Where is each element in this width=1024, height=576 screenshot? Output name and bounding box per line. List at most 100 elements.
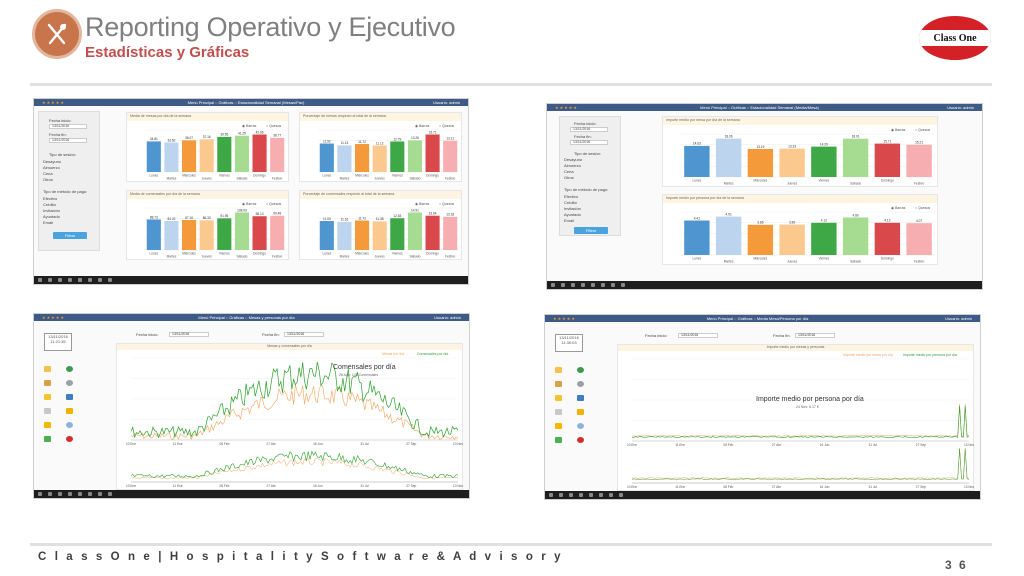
app-menu-bar: ★★★★★ Menú Principal :: Gráficas :: Esta… (547, 104, 982, 111)
pago-checkbox[interactable]: Ayuntado (43, 214, 60, 219)
globe-icon[interactable] (577, 423, 584, 429)
fecha-fin-field[interactable]: 13/11/2016 (570, 140, 608, 145)
date-tick-label: 27 Sep (406, 484, 416, 488)
card-icon[interactable] (66, 408, 73, 414)
chart-card-title: Porcentaje de comensales respecto al tot… (300, 191, 461, 199)
pago-checkbox[interactable]: Ayuntado (564, 212, 581, 217)
bar (270, 137, 285, 172)
back-arrow-icon[interactable] (555, 437, 562, 443)
globe-icon[interactable] (66, 422, 73, 428)
power-icon[interactable] (577, 437, 584, 443)
chart-icon[interactable] (577, 395, 584, 401)
power-icon[interactable] (66, 436, 73, 442)
bar (747, 224, 774, 255)
settings-icon[interactable] (577, 381, 584, 387)
toggle-bars-radio: ◉ Barras (891, 206, 906, 210)
fecha-inicio-field[interactable]: 13/11/2016 (49, 124, 87, 129)
bar (684, 145, 710, 177)
sesion-checkbox[interactable]: Otros (564, 175, 574, 180)
pago-checkbox[interactable]: Efectivo (564, 194, 579, 199)
day-tick-label: Domingo (881, 179, 894, 183)
sesion-checkbox[interactable]: Desayuno (564, 157, 583, 162)
bar (425, 134, 440, 172)
fecha-inicio-field[interactable]: 13/11/2016 (678, 333, 718, 338)
notes-icon[interactable] (555, 381, 562, 387)
clock-date: 13/11/2016 (559, 335, 579, 340)
series-line (631, 405, 970, 438)
fecha-inicio-field[interactable]: 13/11/2016 (169, 332, 209, 337)
folder-icon[interactable] (555, 395, 562, 401)
chart-card: Porcentaje de comensales respecto al tot… (299, 190, 462, 260)
calculator-icon[interactable] (555, 367, 562, 373)
app-menu-path: Menú Principal :: Gráficas :: Mesas y pe… (198, 315, 295, 320)
date-tick-label: 13 Nov (453, 484, 464, 488)
filter-button[interactable]: Filtrar (574, 227, 608, 234)
bar (319, 221, 334, 250)
day-tick-label: Jueves (202, 255, 213, 259)
bar-value-label: 34.81 (150, 137, 158, 141)
bar-chart: ◉ Barras ○ Quesos 88.73 Lunes 84.32 Martes 87.… (145, 202, 286, 259)
footer-divider (30, 543, 992, 546)
day-tick-label: Miércoles (754, 179, 768, 183)
bar (164, 220, 179, 250)
bar (715, 138, 742, 177)
date-tick-label: 31 Jul (868, 485, 877, 489)
line-panel-title: Mesas y comensales por día (117, 344, 462, 350)
folder-icon[interactable] (44, 394, 51, 400)
refresh-icon[interactable] (66, 366, 73, 372)
date-tick-label: 16 Jun (820, 443, 830, 447)
fecha-fin-field[interactable]: 13/11/2016 (284, 332, 324, 337)
calculator-icon[interactable] (44, 366, 51, 372)
sesion-checkbox[interactable]: Almuerzo (564, 163, 581, 168)
bar (372, 145, 387, 172)
fecha-fin-field[interactable]: 13/11/2016 (49, 138, 87, 143)
day-tick-label: Jueves (202, 177, 213, 181)
sesion-checkbox[interactable]: Cena (564, 169, 574, 174)
pago-checkbox[interactable]: Email (564, 218, 575, 223)
pago-checkbox[interactable]: Crédito (43, 202, 56, 207)
pago-checkbox[interactable]: Invitación (43, 208, 60, 213)
date-tick-label: 27 Sep (406, 442, 416, 446)
clock-widget: 13/11/2016 11:21:35 (44, 333, 72, 351)
sesion-checkbox[interactable]: Cena (43, 171, 53, 176)
notes-icon[interactable] (44, 380, 51, 386)
day-tick-label: Martes (167, 255, 177, 259)
refresh-icon[interactable] (577, 367, 584, 373)
mail-icon[interactable] (44, 408, 51, 414)
filter-button[interactable]: Filtrar (53, 232, 87, 239)
bar (372, 221, 387, 250)
pago-checkbox[interactable]: Email (43, 220, 54, 225)
card-icon[interactable] (577, 409, 584, 415)
bar-value-label: 4.07 (916, 219, 922, 223)
pago-checkbox[interactable]: Invitación (564, 206, 581, 211)
day-tick-label: Festivo (272, 177, 283, 181)
chart-icon[interactable] (66, 394, 73, 400)
star-icon[interactable] (44, 422, 51, 428)
bar (355, 144, 370, 172)
bar (337, 145, 352, 172)
sesion-checkbox[interactable]: Otros (43, 177, 53, 182)
bar-value-label: 15.71 (429, 130, 437, 134)
toggle-bars-radio: ◉ Barras (891, 128, 906, 132)
bar-value-label: 13.64 (429, 211, 437, 215)
settings-icon[interactable] (66, 380, 73, 386)
bar-value-label: 36.07 (185, 136, 193, 140)
sesion-checkbox[interactable]: Desayuno (43, 159, 62, 164)
bar-value-label: 4.91 (726, 212, 732, 216)
mail-icon[interactable] (555, 409, 562, 415)
fecha-inicio-field[interactable]: 13/11/2016 (570, 127, 608, 132)
bar-value-label: 4.12 (884, 219, 890, 223)
pago-checkbox[interactable]: Crédito (564, 200, 577, 205)
fecha-fin-field[interactable]: 13/11/2016 (795, 333, 835, 338)
stars-icon: ★★★★★ (553, 316, 576, 321)
app-menu-bar: ★★★★★ Menú Principal :: Gráficas :: Mesa… (34, 314, 469, 321)
date-tick-label: 11 Ene (173, 442, 183, 446)
toggle-bars-radio: ◉ Barras (415, 202, 430, 206)
chart-card-title: Porcentaje de mesas respecto al total de… (300, 113, 461, 121)
sesion-checkbox[interactable]: Almuerzo (43, 165, 60, 170)
back-arrow-icon[interactable] (44, 436, 51, 442)
star-icon[interactable] (555, 423, 562, 429)
pago-checkbox[interactable]: Efectivo (43, 196, 58, 201)
screenshot-daily-diners: ★★★★★ Menú Principal :: Gráficas :: Mesa… (33, 313, 470, 499)
chart-overlay-subtitle: 24 Nov: 6.17 € (796, 405, 819, 409)
